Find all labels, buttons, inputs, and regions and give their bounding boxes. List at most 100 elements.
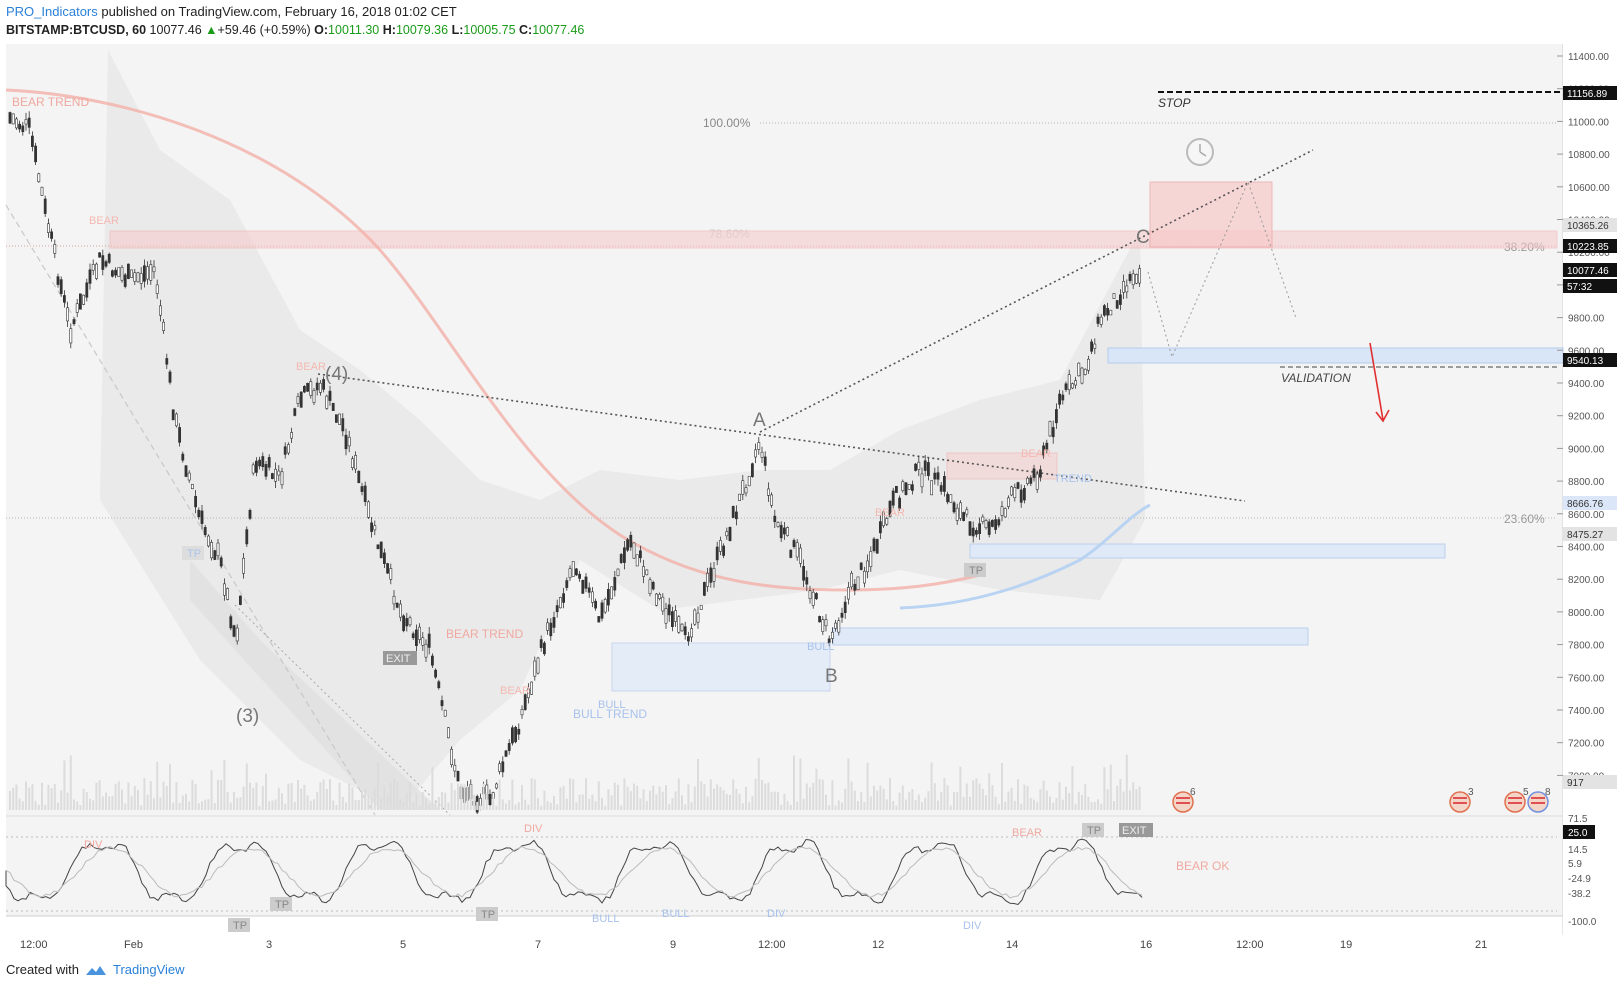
osc-axis-labels: 71.5 25.0 14.5 5.9 -24.9 -38.2 -100.0	[1563, 814, 1597, 928]
price-axis[interactable]	[1563, 44, 1621, 935]
tradingview-link[interactable]: TradingView	[112, 962, 185, 977]
oscillator-line[interactable]	[5, 838, 1143, 906]
fib-label-236: 23.60%	[1504, 512, 1545, 526]
time-tick-label: 16	[1140, 939, 1152, 951]
us-flag-event-icon[interactable]: 8	[1527, 787, 1551, 813]
div-marker-4: DIV	[963, 920, 982, 932]
div-marker-1: DIV	[84, 839, 103, 851]
price-tick-label: 8200.00	[1568, 575, 1605, 586]
symbol-name[interactable]: BITSTAMP:BTCUSD, 60	[6, 23, 147, 37]
price-tick-label: 8000.00	[1568, 608, 1605, 619]
trend-line-channel-lower[interactable]	[234, 604, 451, 816]
validation-label: VALIDATION	[1281, 371, 1351, 385]
chart-canvas[interactable]: 100.00% 78.60% 38.20% 23.60% STOP VALIDA…	[0, 0, 1621, 960]
support-zone-1[interactable]	[969, 543, 1446, 559]
oscillator-pane[interactable]	[6, 816, 1563, 916]
price-axis-highlight-label: 10223.85	[1567, 242, 1609, 253]
volatility-cloud	[100, 50, 1145, 810]
support-zone-2[interactable]	[832, 627, 1309, 646]
high-label: H:	[382, 23, 396, 37]
price-tick-label: 11000.00	[1568, 117, 1609, 128]
time-tick-label: 21	[1475, 939, 1487, 951]
time-tick-label: 9	[670, 939, 676, 951]
target-box[interactable]	[1149, 181, 1273, 248]
svg-text:6: 6	[1190, 787, 1196, 798]
time-tick-label: 3	[266, 939, 272, 951]
us-flag-event-icon[interactable]: 3	[1449, 787, 1474, 813]
moving-average-slow[interactable]	[5, 88, 981, 592]
price-tick-label: 9800.00	[1568, 314, 1605, 325]
us-flag-event-icon[interactable]: 6	[1172, 787, 1196, 813]
wave-label-c: C	[1136, 227, 1150, 248]
osc-axis-label: 5.9	[1568, 859, 1582, 870]
tp-osc-tag-1: TP	[275, 899, 289, 911]
svg-text:5: 5	[1523, 787, 1529, 798]
price-tick-label: 10200.00	[1568, 248, 1610, 259]
low-label: L:	[451, 23, 464, 37]
projection-arrow-red[interactable]	[1369, 342, 1384, 421]
bear-ok-label: BEAR OK	[1176, 859, 1229, 873]
projection-path[interactable]	[1147, 180, 1297, 359]
price-axis-highlight-label: 57:32	[1567, 282, 1592, 293]
price-tick-label: 7800.00	[1568, 641, 1605, 652]
time-tick-label: 5	[400, 939, 406, 951]
wave-label-b: B	[825, 666, 838, 687]
moving-average-fast[interactable]	[899, 503, 1151, 610]
time-tick-label: 12	[872, 939, 884, 951]
price-axis-highlight-label: 917	[1567, 778, 1584, 789]
volume-series	[9, 754, 1141, 810]
time-tick-label: 12:00	[1236, 939, 1264, 951]
resistance-zone[interactable]	[109, 230, 1558, 249]
validation-zone[interactable]	[1107, 347, 1564, 364]
resistance-zone-small[interactable]	[946, 452, 1058, 480]
bear-marker-4: BEAR	[1021, 448, 1051, 460]
time-tick-label: 19	[1340, 939, 1352, 951]
symbol-line: BITSTAMP:BTCUSD, 60 10077.46 ▲+59.46 (+0…	[6, 21, 584, 39]
osc-axis-label: 71.5	[1568, 814, 1588, 825]
price-tick-label: 7200.00	[1568, 739, 1605, 750]
tp-tag-1: TP	[187, 548, 201, 560]
price-tick-label: 8400.00	[1568, 543, 1605, 554]
trend-line-up[interactable]	[759, 149, 1314, 433]
tp-osc-tag-4: TP	[1087, 825, 1101, 837]
bear-marker-3: BEAR	[875, 507, 905, 519]
osc-axis-label: 25.0	[1568, 828, 1588, 839]
bull-osc-marker-2: BULL	[662, 908, 690, 920]
bear-trend-label-2: BEAR TREND	[446, 627, 523, 641]
bull-marker-2: BULL	[598, 699, 626, 711]
trend-line-down[interactable]	[317, 373, 1246, 502]
low-value: 10005.75	[463, 23, 516, 37]
price-tick-label: 8800.00	[1568, 477, 1605, 488]
author-link[interactable]: PRO_Indicators	[6, 4, 98, 19]
price-axis-labels: 11156.89 10365.26 10223.85 10077.46 57:32 954…	[1563, 86, 1617, 789]
price-axis-highlight-label: 10365.26	[1567, 221, 1609, 232]
bear-marker-1: BEAR	[89, 215, 119, 227]
time-tick-label: Feb	[124, 939, 143, 951]
price-change: +59.46 (+0.59%)	[217, 23, 311, 37]
up-arrow-icon: ▲	[205, 23, 218, 37]
us-flag-event-icon[interactable]: 5	[1504, 787, 1529, 813]
wave-label-4: (4)	[325, 364, 348, 385]
candlestick-series[interactable]	[8, 111, 1142, 815]
last-price: 10077.46	[149, 23, 202, 37]
price-axis-highlight-label: 10077.46	[1567, 266, 1609, 277]
div-marker-2: DIV	[524, 823, 543, 835]
publish-line: PRO_Indicators published on TradingView.…	[6, 3, 584, 21]
clock-icon[interactable]	[1186, 138, 1214, 166]
osc-axis-label: -38.2	[1568, 889, 1591, 900]
wave-label-a: A	[753, 410, 766, 431]
trend-marker: TREND	[1054, 473, 1092, 485]
time-axis-labels: 12:00 Feb 3 5 7 9 12:00 12 14 16 12:00 19 21	[20, 939, 1487, 951]
support-zone-3[interactable]	[611, 642, 831, 692]
price-axis-highlight-label: 8666.76	[1567, 499, 1604, 510]
open-value: 10011.30	[328, 23, 380, 37]
svg-text:8: 8	[1545, 787, 1551, 798]
tp-tag-2: TP	[969, 565, 983, 577]
chart-header: PRO_Indicators published on TradingView.…	[6, 3, 584, 39]
price-tick-label: 11400.00	[1568, 52, 1609, 63]
oscillator-signal-line[interactable]	[5, 845, 1143, 899]
div-marker-3: DIV	[767, 908, 786, 920]
trend-line-channel[interactable]	[5, 204, 376, 816]
tradingview-logo-icon[interactable]	[85, 964, 107, 976]
bear-marker-5: BEAR	[500, 685, 530, 697]
